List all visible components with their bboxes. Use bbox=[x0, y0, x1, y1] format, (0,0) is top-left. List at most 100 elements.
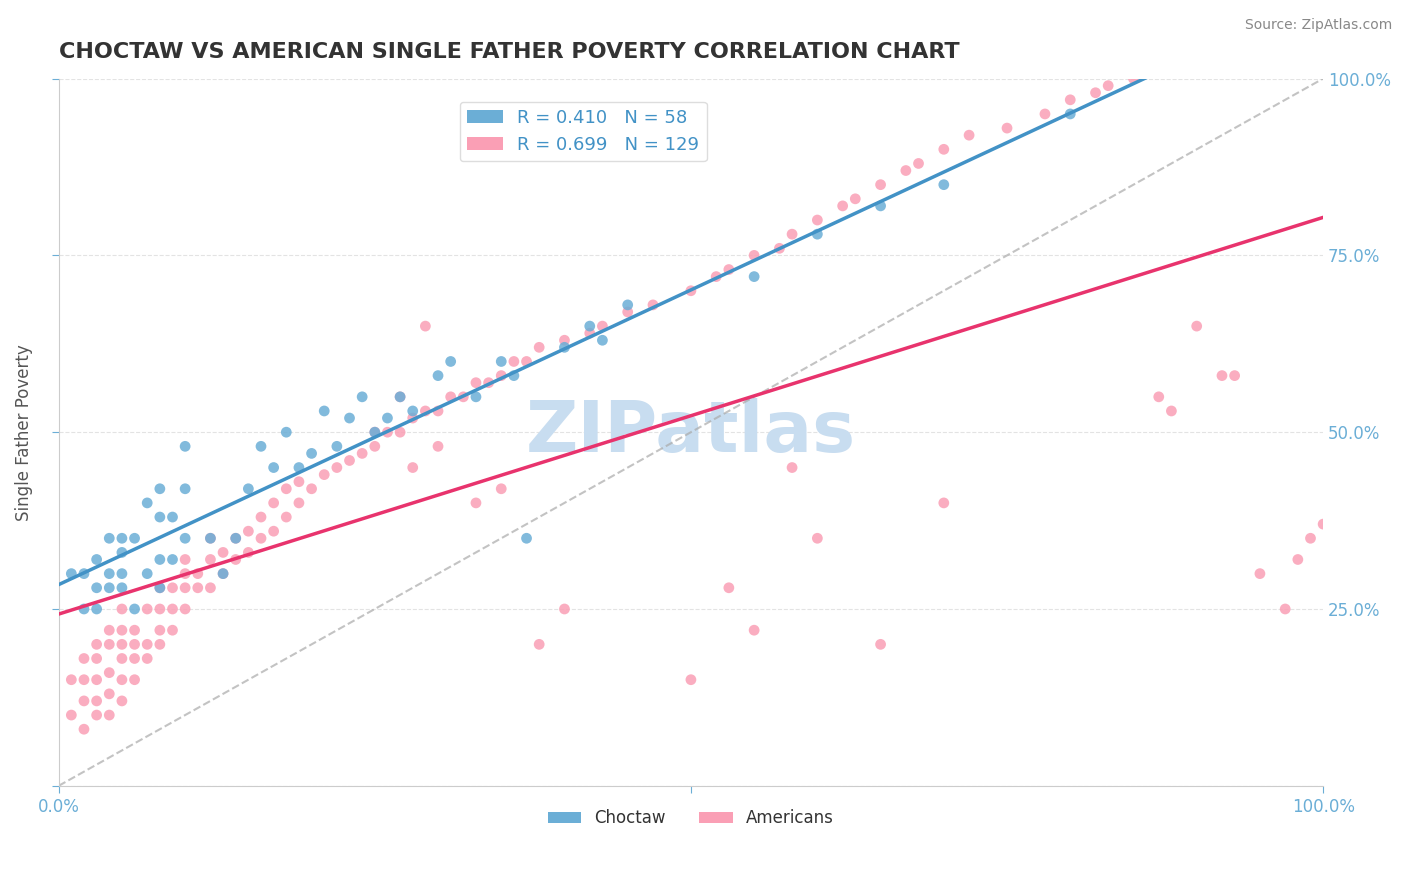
Point bbox=[124, 531, 146, 545]
Point bbox=[1147, 390, 1170, 404]
Point bbox=[339, 411, 361, 425]
Point bbox=[111, 694, 134, 708]
Point bbox=[995, 121, 1018, 136]
Point bbox=[263, 496, 285, 510]
Point bbox=[591, 319, 613, 334]
Point bbox=[1312, 517, 1334, 532]
Point bbox=[806, 213, 828, 227]
Point bbox=[73, 694, 96, 708]
Point bbox=[238, 482, 260, 496]
Point bbox=[465, 376, 488, 390]
Point bbox=[578, 326, 600, 341]
Point bbox=[250, 510, 273, 524]
Point bbox=[111, 566, 134, 581]
Point bbox=[276, 510, 298, 524]
Point bbox=[162, 581, 184, 595]
Point bbox=[187, 581, 209, 595]
Point bbox=[111, 637, 134, 651]
Point bbox=[288, 475, 311, 489]
Point bbox=[174, 439, 197, 453]
Point bbox=[86, 581, 108, 595]
Point bbox=[276, 425, 298, 440]
Point bbox=[339, 453, 361, 467]
Point bbox=[844, 192, 866, 206]
Point bbox=[111, 581, 134, 595]
Point bbox=[174, 602, 197, 616]
Point bbox=[806, 531, 828, 545]
Point bbox=[907, 156, 929, 170]
Point bbox=[402, 404, 425, 418]
Point bbox=[174, 566, 197, 581]
Point bbox=[86, 637, 108, 651]
Point bbox=[352, 390, 374, 404]
Point bbox=[364, 439, 387, 453]
Y-axis label: Single Father Poverty: Single Father Poverty bbox=[15, 343, 32, 521]
Point bbox=[389, 390, 412, 404]
Point bbox=[1274, 602, 1296, 616]
Point bbox=[780, 227, 803, 242]
Point bbox=[174, 531, 197, 545]
Point bbox=[1084, 86, 1107, 100]
Point bbox=[1299, 531, 1322, 545]
Point bbox=[932, 142, 955, 156]
Point bbox=[225, 531, 247, 545]
Point bbox=[1185, 319, 1208, 334]
Point bbox=[86, 673, 108, 687]
Point bbox=[98, 708, 121, 723]
Point bbox=[616, 305, 638, 319]
Point bbox=[60, 708, 83, 723]
Point bbox=[553, 602, 575, 616]
Point bbox=[238, 545, 260, 559]
Point bbox=[1033, 107, 1056, 121]
Point bbox=[149, 637, 172, 651]
Text: ZIPatlas: ZIPatlas bbox=[526, 398, 856, 467]
Point bbox=[440, 390, 463, 404]
Point bbox=[1059, 93, 1081, 107]
Point bbox=[591, 333, 613, 347]
Point bbox=[86, 694, 108, 708]
Point bbox=[200, 531, 222, 545]
Point bbox=[98, 637, 121, 651]
Point bbox=[1122, 71, 1144, 86]
Point bbox=[402, 411, 425, 425]
Point bbox=[503, 354, 526, 368]
Point bbox=[314, 404, 336, 418]
Point bbox=[1097, 78, 1119, 93]
Point bbox=[1223, 368, 1246, 383]
Point bbox=[162, 602, 184, 616]
Point bbox=[301, 446, 323, 460]
Point bbox=[111, 651, 134, 665]
Point bbox=[515, 354, 537, 368]
Point bbox=[742, 624, 765, 638]
Point bbox=[314, 467, 336, 482]
Point bbox=[149, 624, 172, 638]
Point bbox=[60, 566, 83, 581]
Point bbox=[427, 439, 450, 453]
Point bbox=[124, 651, 146, 665]
Point bbox=[149, 581, 172, 595]
Point bbox=[1249, 566, 1271, 581]
Point bbox=[98, 581, 121, 595]
Point bbox=[326, 460, 349, 475]
Point bbox=[717, 262, 740, 277]
Point bbox=[1059, 107, 1081, 121]
Point bbox=[111, 602, 134, 616]
Point bbox=[717, 581, 740, 595]
Point bbox=[136, 496, 159, 510]
Text: CHOCTAW VS AMERICAN SINGLE FATHER POVERTY CORRELATION CHART: CHOCTAW VS AMERICAN SINGLE FATHER POVERT… bbox=[59, 42, 959, 62]
Point bbox=[60, 673, 83, 687]
Point bbox=[869, 178, 891, 192]
Point bbox=[932, 178, 955, 192]
Point bbox=[641, 298, 664, 312]
Point bbox=[527, 637, 550, 651]
Point bbox=[149, 581, 172, 595]
Point bbox=[352, 446, 374, 460]
Point bbox=[768, 241, 790, 255]
Point bbox=[263, 460, 285, 475]
Point bbox=[174, 482, 197, 496]
Point bbox=[212, 566, 235, 581]
Point bbox=[162, 510, 184, 524]
Point bbox=[98, 566, 121, 581]
Point bbox=[73, 566, 96, 581]
Point bbox=[465, 496, 488, 510]
